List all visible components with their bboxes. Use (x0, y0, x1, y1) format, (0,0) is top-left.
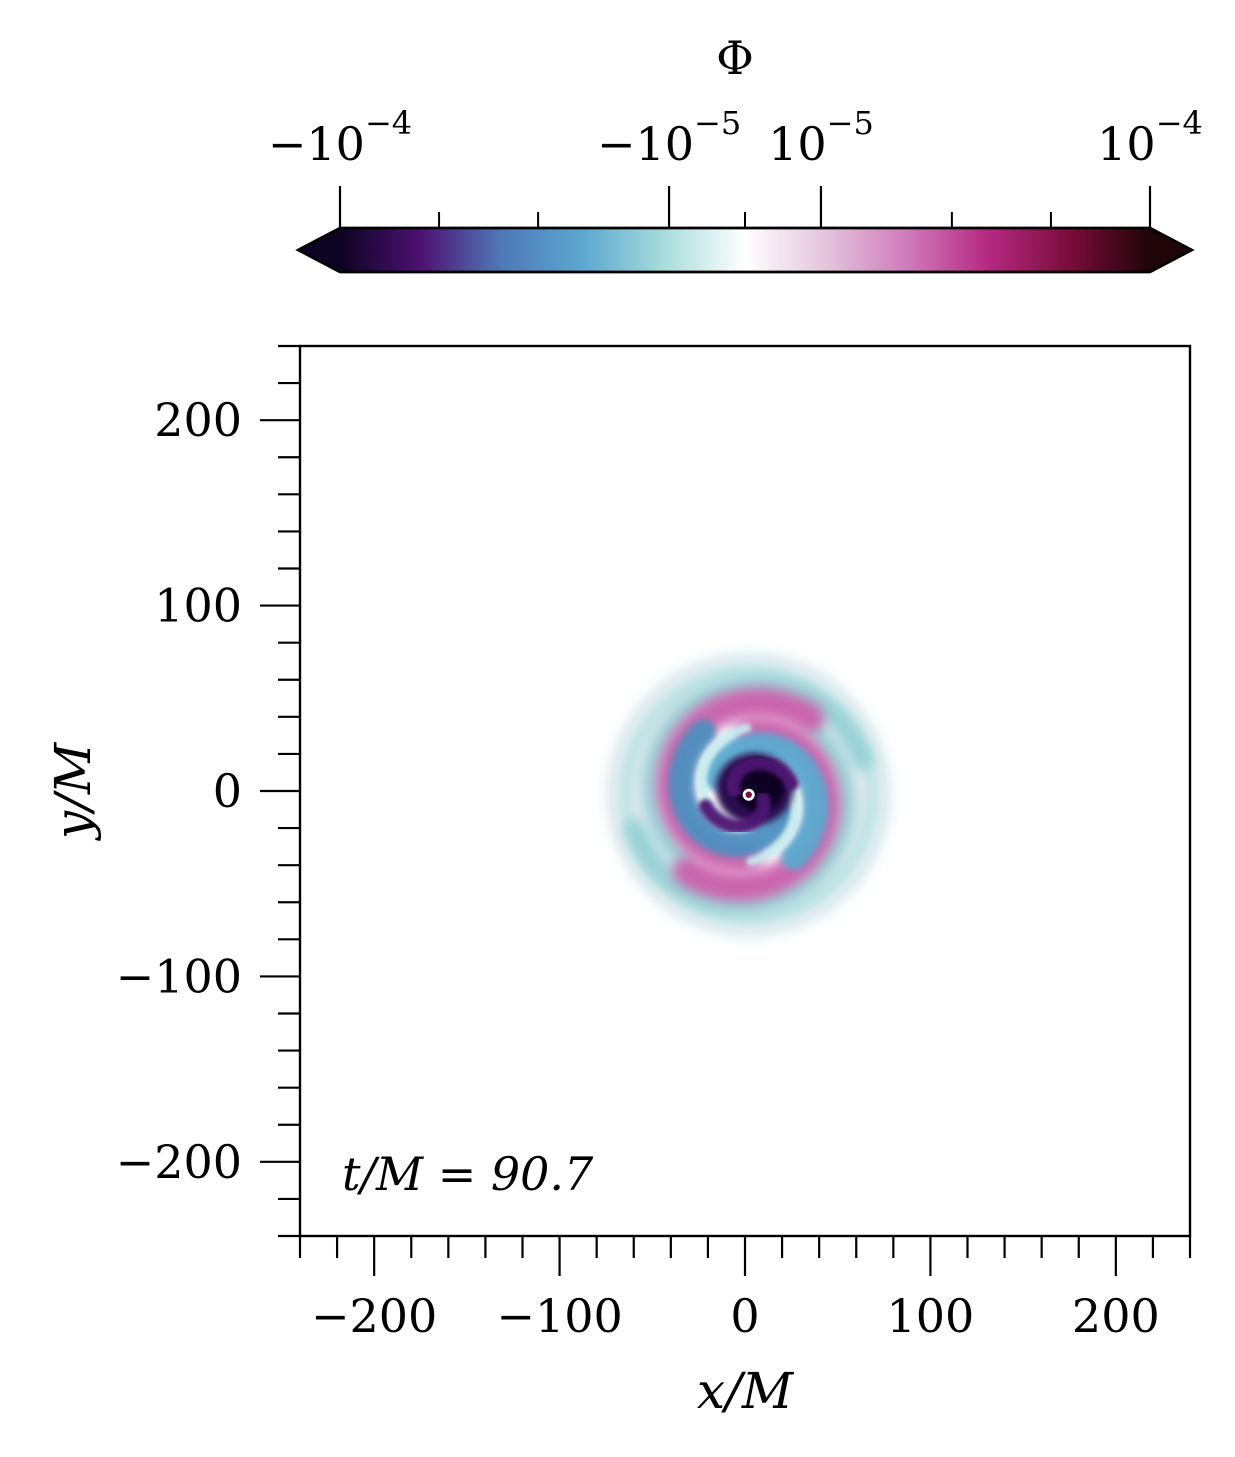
colorbar-body (295, 226, 1195, 274)
field-ring (605, 651, 892, 938)
y-tick-label: 100 (154, 579, 242, 633)
colorbar: Φ −10−4 −10−5 10−5 10−4 (268, 31, 1203, 274)
y-tick-label: 0 (213, 764, 242, 818)
colorbar-tick-label: 10−5 (768, 104, 874, 171)
y-tick-label: −200 (116, 1135, 242, 1189)
y-tick-label: 200 (154, 393, 242, 447)
field-arm-teal (639, 674, 874, 869)
field-core-arm (698, 791, 771, 834)
field-arm-blue (668, 719, 794, 858)
field-ring (620, 666, 878, 924)
x-tick-label: 0 (730, 1289, 759, 1343)
x-axis: −200 −100 0 100 200 (298, 1236, 1192, 1343)
colorbar-extend-high (1150, 228, 1192, 272)
colorbar-ticks: −10−4 −10−5 10−5 10−4 (268, 104, 1203, 228)
field-center-dot (745, 791, 752, 798)
x-tick-label: 100 (887, 1289, 975, 1343)
colorbar-extend-low (298, 228, 340, 272)
x-tick-label: −200 (311, 1289, 437, 1343)
colorbar-tick-label: 10−4 (1097, 104, 1203, 171)
y-axis: −200 −100 0 100 200 (116, 344, 300, 1238)
colorbar-label: Φ (716, 31, 754, 85)
colorbar-tick-label: −10−4 (268, 104, 412, 171)
x-tick-label: 200 (1072, 1289, 1160, 1343)
time-annotation: t/M = 90.7 (342, 1147, 594, 1201)
x-tick-label: −100 (496, 1289, 622, 1343)
y-tick-label: −100 (116, 949, 242, 1003)
x-axis-label: x/M (697, 1362, 795, 1420)
field-arm-teal (624, 720, 858, 916)
scalar-field-heatmap (600, 646, 898, 944)
colorbar-outline (295, 226, 1195, 274)
field-arm-blue (704, 732, 830, 871)
field-core-arm (726, 756, 799, 798)
y-axis-label: y/M (44, 741, 102, 841)
plot-area: −200 −100 0 100 200 −200 −100 0 100 200 t/M = 90… (44, 344, 1192, 1420)
colorbar-tick-label: −10−5 (597, 104, 741, 171)
